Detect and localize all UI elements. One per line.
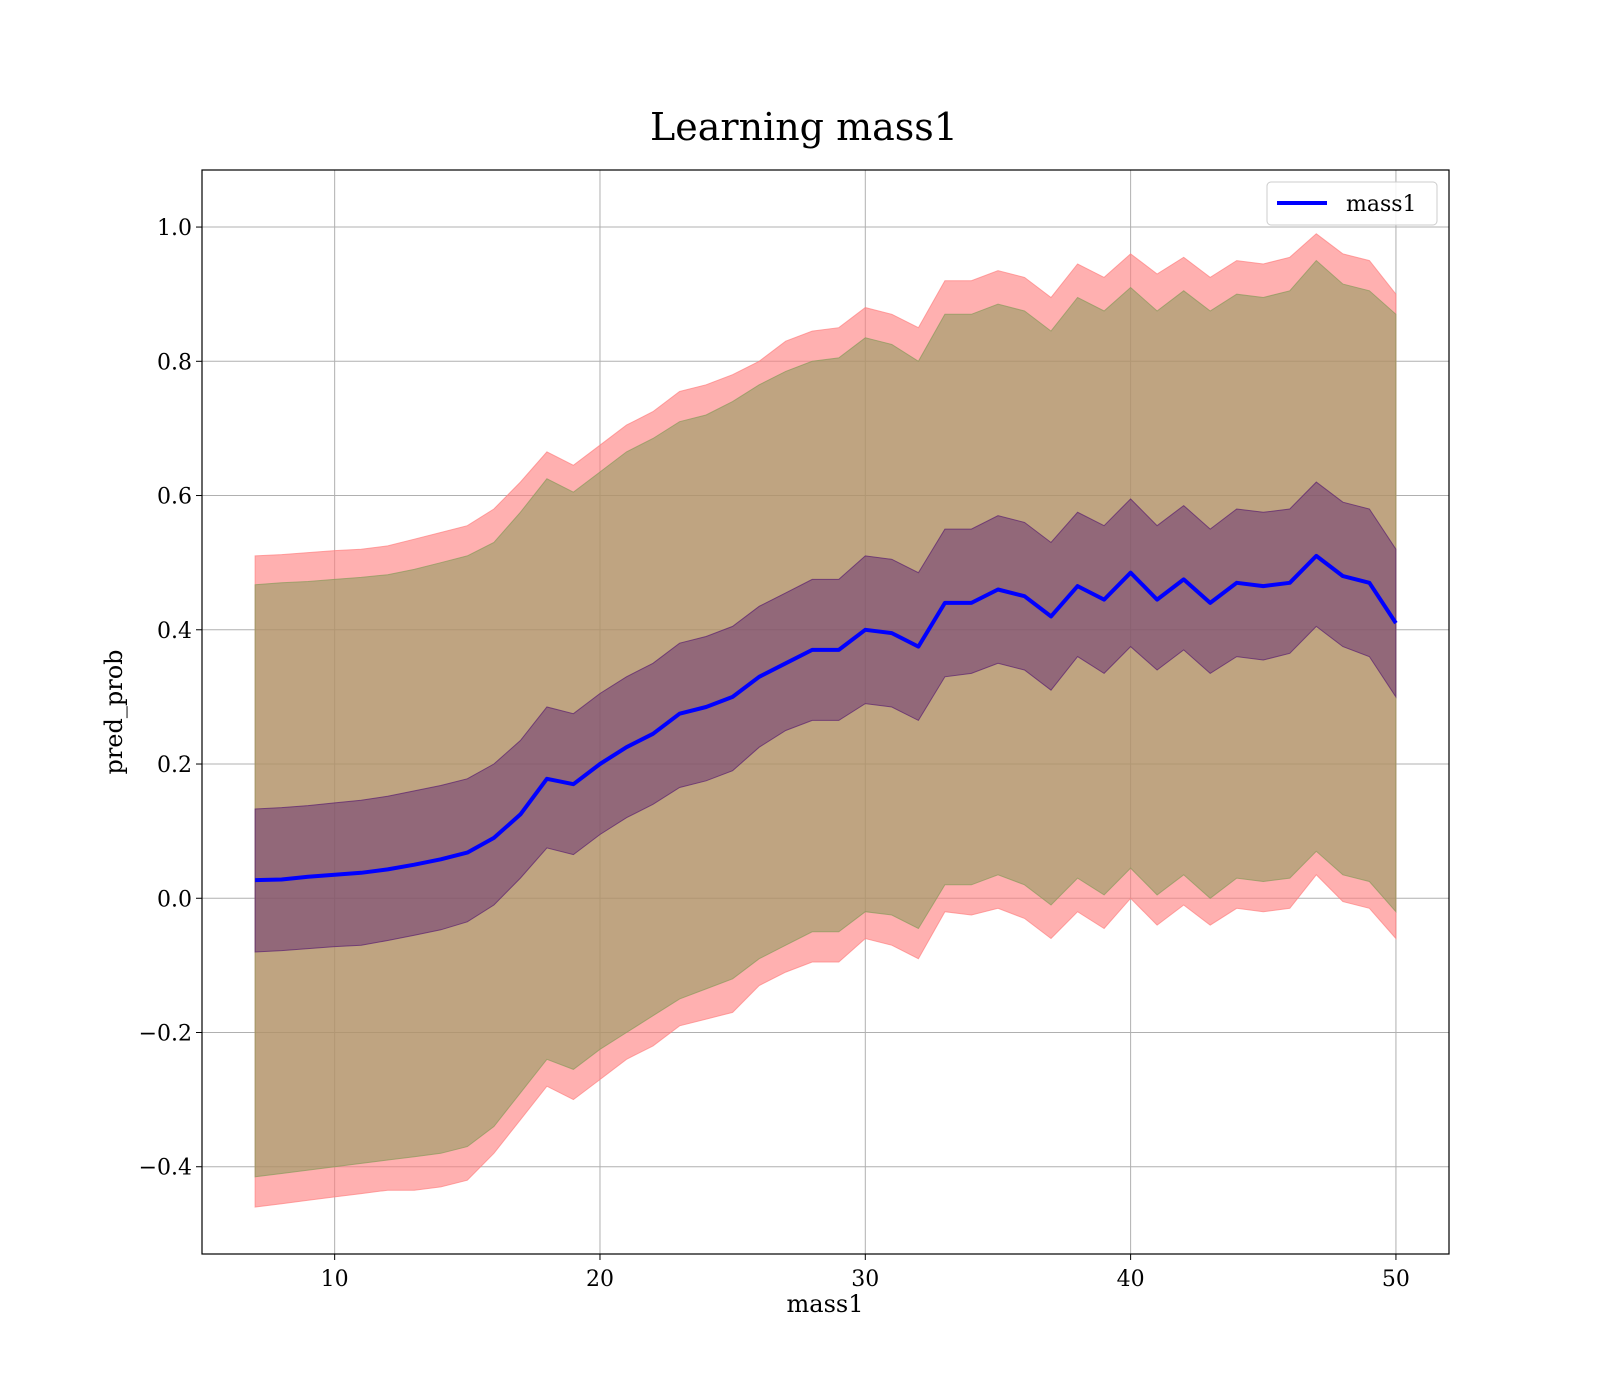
chart-title: Learning mass1 [650,105,958,149]
y-tick-label: −0.2 [139,1022,192,1047]
inner-band [254,481,1397,953]
y-axis-label: pred_prob [100,649,128,774]
y-tick-label: 1.0 [157,216,192,241]
y-tick-label: 0.4 [157,619,192,644]
plot-frame [201,169,1450,1255]
y-tick-label: 0.0 [157,887,192,912]
series-lines [255,553,1398,883]
confidence-bands [254,233,1397,1208]
y-axis-ticks: −0.4 −0.2 0.0 0.2 0.4 0.6 0.8 1.0 [139,216,202,1181]
y-tick-label: 0.2 [157,753,192,778]
legend: mass1 [1266,181,1438,226]
x-tick-label: 20 [586,1267,614,1292]
series-line-mass1 [255,553,1398,883]
x-axis-label: mass1 [787,1290,864,1318]
x-axis-ticks: 10 20 30 40 50 [321,1254,1410,1292]
y-tick-label: 0.8 [157,350,192,375]
middle-band [254,259,1397,1178]
legend-label-mass1: mass1 [1346,192,1417,217]
x-tick-label: 30 [851,1267,879,1292]
y-tick-label: 0.6 [157,485,192,510]
x-tick-label: 40 [1117,1267,1145,1292]
x-tick-label: 10 [321,1267,349,1292]
y-tick-label: −0.4 [139,1156,192,1181]
legend-box [1266,181,1438,226]
x-tick-label: 50 [1382,1267,1410,1292]
